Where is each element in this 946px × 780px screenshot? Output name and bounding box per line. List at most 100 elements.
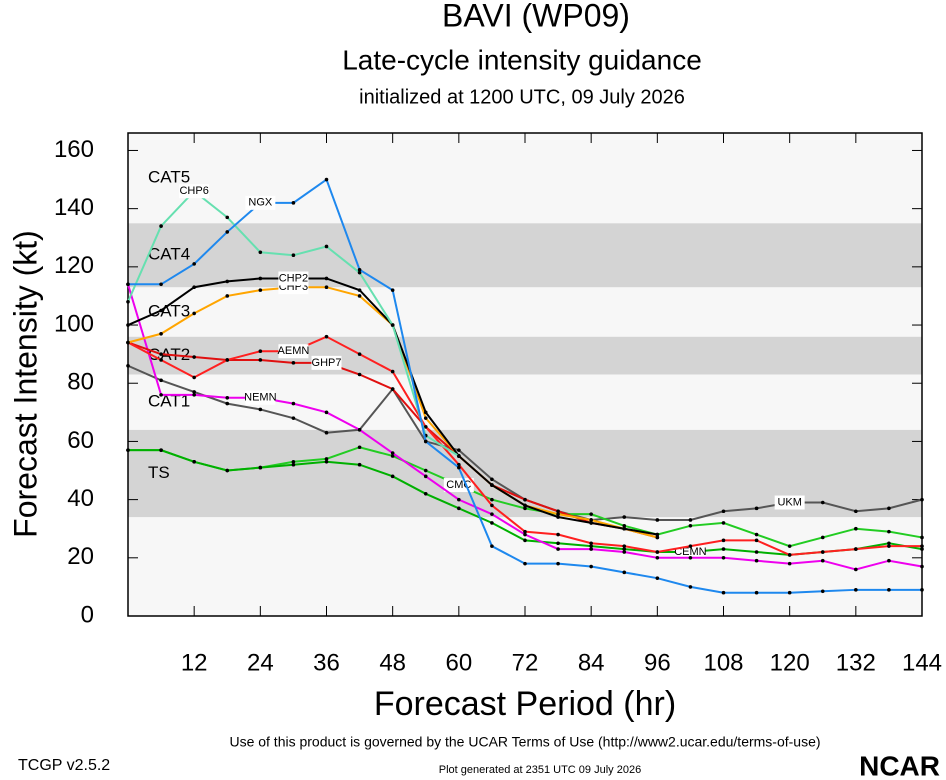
data-point <box>225 358 230 362</box>
data-point <box>887 544 891 548</box>
data-point <box>688 556 693 560</box>
y-tick-label: 80 <box>67 369 94 396</box>
data-point <box>523 532 527 537</box>
data-point <box>622 547 627 551</box>
data-point <box>225 294 230 298</box>
band-label: TS <box>148 463 170 482</box>
data-point <box>887 506 891 511</box>
data-point <box>423 416 428 420</box>
y-tick-label: 160 <box>54 136 94 163</box>
data-point <box>192 375 196 380</box>
x-tick-label: 84 <box>578 649 605 676</box>
data-point <box>192 393 196 397</box>
data-point <box>258 358 263 362</box>
data-point <box>390 451 395 455</box>
data-point <box>754 550 759 554</box>
data-point <box>721 521 726 525</box>
data-point <box>920 547 924 551</box>
data-point <box>490 477 494 482</box>
footer: Use of this product is governed by the U… <box>229 734 820 750</box>
data-point <box>754 538 759 543</box>
data-point <box>589 544 593 548</box>
data-point <box>721 547 726 551</box>
data-point <box>887 588 891 592</box>
data-point <box>324 334 329 339</box>
x-tick-label: 120 <box>770 649 810 676</box>
data-point <box>357 288 362 292</box>
data-point <box>920 535 924 540</box>
data-point <box>721 538 726 543</box>
y-tick-label: 0 <box>81 601 94 628</box>
data-point <box>159 331 163 336</box>
label-bg <box>774 495 805 510</box>
logo: NCAR <box>859 750 940 780</box>
data-point <box>721 509 726 514</box>
data-point <box>159 308 163 313</box>
data-point <box>390 323 395 327</box>
category-band <box>128 336 922 375</box>
x-tick-label: 72 <box>512 649 539 676</box>
data-point <box>159 282 163 287</box>
data-point <box>324 410 329 415</box>
y-tick-label: 20 <box>67 543 94 570</box>
data-point <box>390 369 395 374</box>
category-band <box>128 287 922 337</box>
data-point <box>258 349 263 354</box>
x-tick-label: 24 <box>247 649 274 676</box>
data-point <box>159 393 163 397</box>
data-point <box>754 506 759 511</box>
data-point <box>324 276 329 281</box>
chart-subtitle: Late-cycle intensity guidance <box>342 44 702 75</box>
data-point <box>589 512 593 516</box>
data-point <box>820 535 825 540</box>
data-point <box>258 276 263 281</box>
data-point <box>357 352 362 356</box>
data-point <box>357 267 362 272</box>
data-point <box>655 550 660 554</box>
data-point <box>423 491 428 496</box>
band-label: CAT3 <box>148 301 190 320</box>
x-tick-label: 36 <box>313 649 340 676</box>
data-point <box>490 544 494 548</box>
x-tick-label: 60 <box>445 649 472 676</box>
data-point <box>390 474 395 479</box>
data-point <box>820 500 825 505</box>
data-point <box>258 465 263 470</box>
band-label: CAT1 <box>148 392 190 411</box>
data-point <box>126 282 130 287</box>
data-point <box>457 448 461 452</box>
data-point <box>754 590 759 595</box>
data-point <box>589 564 593 569</box>
data-point <box>225 215 230 220</box>
data-point <box>192 390 196 394</box>
x-tick-label: 12 <box>181 649 208 676</box>
data-point <box>854 588 858 592</box>
data-point <box>357 462 362 467</box>
data-point <box>556 561 560 566</box>
data-point <box>291 361 296 365</box>
data-point <box>589 541 593 546</box>
data-point <box>357 427 362 432</box>
data-point <box>854 567 858 572</box>
label-bg <box>278 344 309 359</box>
chart-title: BAVI (WP09) <box>442 0 630 33</box>
data-point <box>655 556 660 560</box>
x-tick-label: 144 <box>902 649 942 676</box>
data-point <box>688 524 693 528</box>
data-point <box>787 590 792 595</box>
data-point <box>490 512 494 516</box>
x-tick-label: 132 <box>836 649 876 676</box>
data-point <box>258 407 263 412</box>
data-point <box>787 544 792 548</box>
data-point <box>820 550 825 554</box>
y-tick-label: 120 <box>54 252 94 279</box>
data-point <box>721 590 726 595</box>
data-point <box>754 532 759 537</box>
label-bg <box>443 478 474 493</box>
data-point <box>423 468 428 473</box>
label-bg <box>179 184 210 199</box>
data-point <box>622 515 627 519</box>
data-point <box>357 372 362 377</box>
data-point <box>192 355 196 359</box>
data-point <box>622 526 627 531</box>
